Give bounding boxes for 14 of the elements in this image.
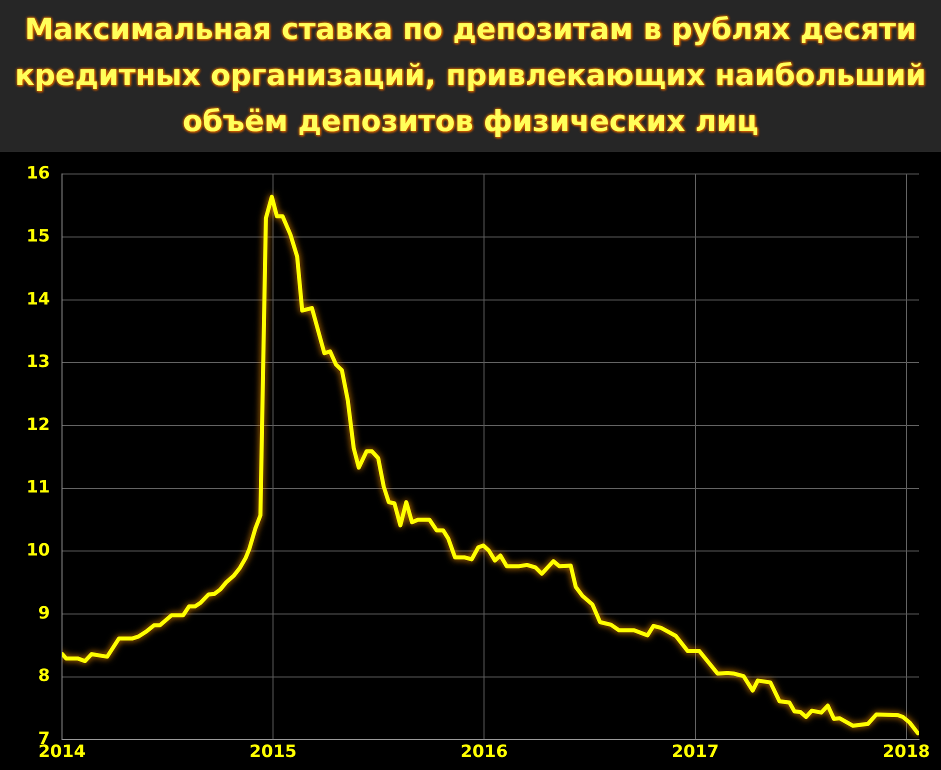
- x-tick-label: 2018: [882, 742, 930, 762]
- y-tick-label: 9: [38, 603, 50, 624]
- y-tick-label: 15: [26, 226, 50, 246]
- y-tick-label: 13: [26, 352, 50, 372]
- y-tick-label: 14: [26, 289, 50, 310]
- x-tick-label: 2017: [672, 742, 719, 762]
- y-tick-label: 10: [26, 540, 50, 561]
- y-tick-label: 11: [26, 478, 50, 498]
- chart-title: Максимальная ставка по депозитам в рублях десяти кредитных организаций, привлекающих наибольший объём депозитов физических лиц: [0, 0, 941, 152]
- y-tick-label: 12: [26, 414, 50, 435]
- y-tick-label: 8: [38, 666, 50, 686]
- x-tick-label: 2016: [460, 742, 508, 762]
- y-tick-label: 16: [26, 164, 50, 184]
- x-tick-label: 2015: [249, 742, 297, 762]
